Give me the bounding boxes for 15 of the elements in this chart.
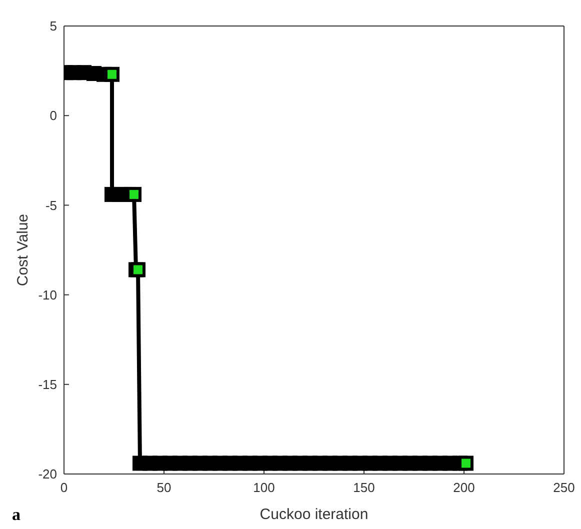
y-tick-label: -20 — [38, 466, 57, 482]
text: a — [12, 505, 20, 525]
y-tick-label: 0 — [50, 108, 57, 124]
x-tick-label: 0 — [60, 480, 68, 496]
y-tick-label: -15 — [38, 377, 57, 392]
x-axis-title: Cuckoo iteration — [260, 506, 368, 523]
y-tick-label: -10 — [38, 287, 57, 302]
x-tick-label: 250 — [553, 480, 575, 496]
x-tick-label: 200 — [453, 480, 475, 496]
x-tick-label: 150 — [353, 480, 375, 496]
y-tick-label: 5 — [50, 18, 57, 34]
y-axis-title: Cost Value — [14, 214, 32, 286]
y-tick-label: -5 — [45, 198, 57, 213]
x-tick-label: 100 — [253, 480, 275, 496]
x-tick-label: 50 — [156, 480, 172, 496]
